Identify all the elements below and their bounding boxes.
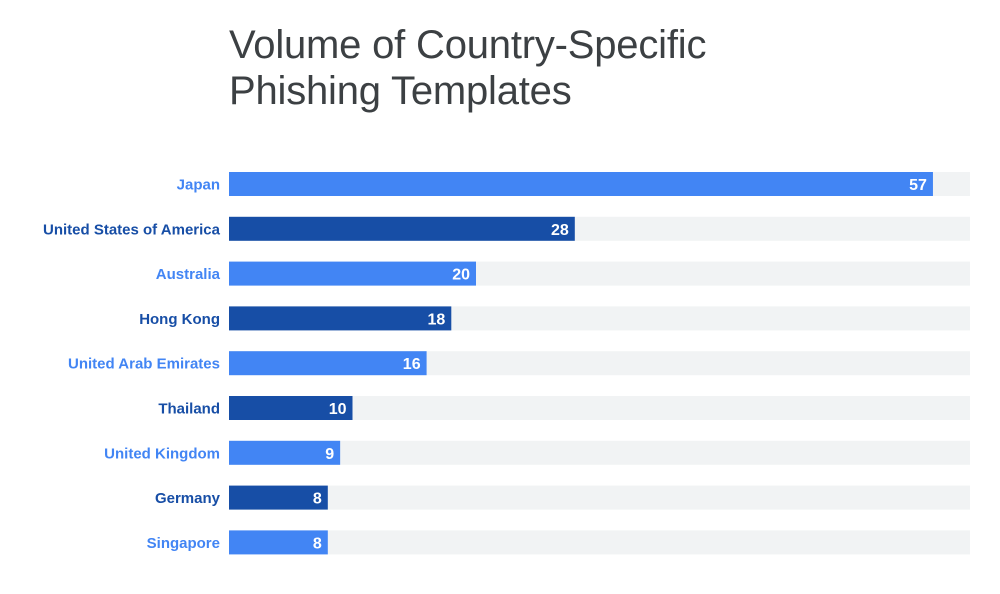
bar-row: Germany 8: [155, 485, 970, 510]
bar-track: [229, 485, 970, 510]
bar: [229, 172, 933, 196]
category-label: Australia: [156, 266, 221, 283]
value-label: 16: [403, 356, 421, 373]
value-label: 8: [313, 535, 322, 552]
bar-row: United States of America 28: [43, 216, 970, 241]
bar: [229, 440, 341, 465]
category-label: Thailand: [158, 401, 220, 418]
value-label: 57: [909, 177, 927, 194]
bar: [229, 216, 575, 241]
bar-row: Japan 57: [177, 172, 970, 196]
category-label: Hong Kong: [139, 311, 220, 328]
bar: [229, 351, 427, 376]
bar: [229, 306, 452, 331]
category-label: United Arab Emirates: [68, 356, 220, 373]
value-label: 8: [313, 491, 322, 508]
category-label: Singapore: [147, 535, 220, 552]
category-label: Japan: [177, 177, 220, 194]
bar-row: Singapore 8: [147, 530, 970, 555]
value-label: 20: [452, 267, 470, 284]
bar: [229, 485, 328, 510]
bar-row: United Kingdom 9: [104, 440, 970, 465]
value-label: 10: [329, 401, 347, 418]
bar-row: Australia 20: [156, 261, 970, 286]
chart-title: Volume of Country-Specific Phishing Temp…: [229, 22, 949, 114]
bar: [229, 261, 476, 286]
bar-row: Thailand 10: [158, 396, 970, 420]
value-label: 28: [551, 222, 569, 239]
bar: [229, 396, 353, 420]
chart-title-line-2: Phishing Templates: [229, 69, 572, 113]
value-label: 18: [428, 311, 446, 328]
bar: [229, 530, 328, 555]
category-label: United States of America: [43, 221, 221, 238]
bar-track: [229, 530, 970, 555]
chart-title-line-1: Volume of Country-Specific: [229, 23, 707, 67]
bar-row: United Arab Emirates 16: [68, 351, 970, 376]
bar-track: [229, 440, 970, 465]
value-label: 9: [325, 446, 334, 463]
bar-row: Hong Kong 18: [139, 306, 970, 331]
category-label: United Kingdom: [104, 445, 220, 462]
category-label: Germany: [155, 490, 221, 507]
